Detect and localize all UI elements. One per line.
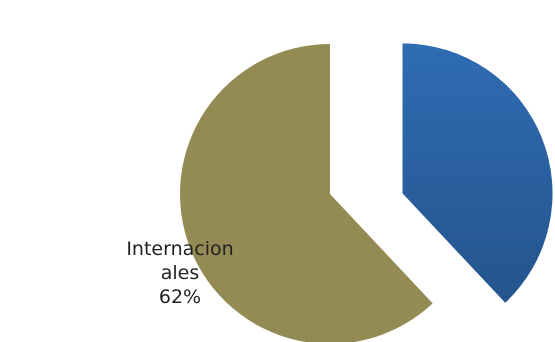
slice-label-internacionales: Internacionales 62% [125,237,235,309]
slice-label-value: 62% [158,286,202,308]
pie-slice-0 [402,43,553,303]
slice-label-name: Internacionales [126,238,234,284]
pie-slice-1 [180,44,433,342]
